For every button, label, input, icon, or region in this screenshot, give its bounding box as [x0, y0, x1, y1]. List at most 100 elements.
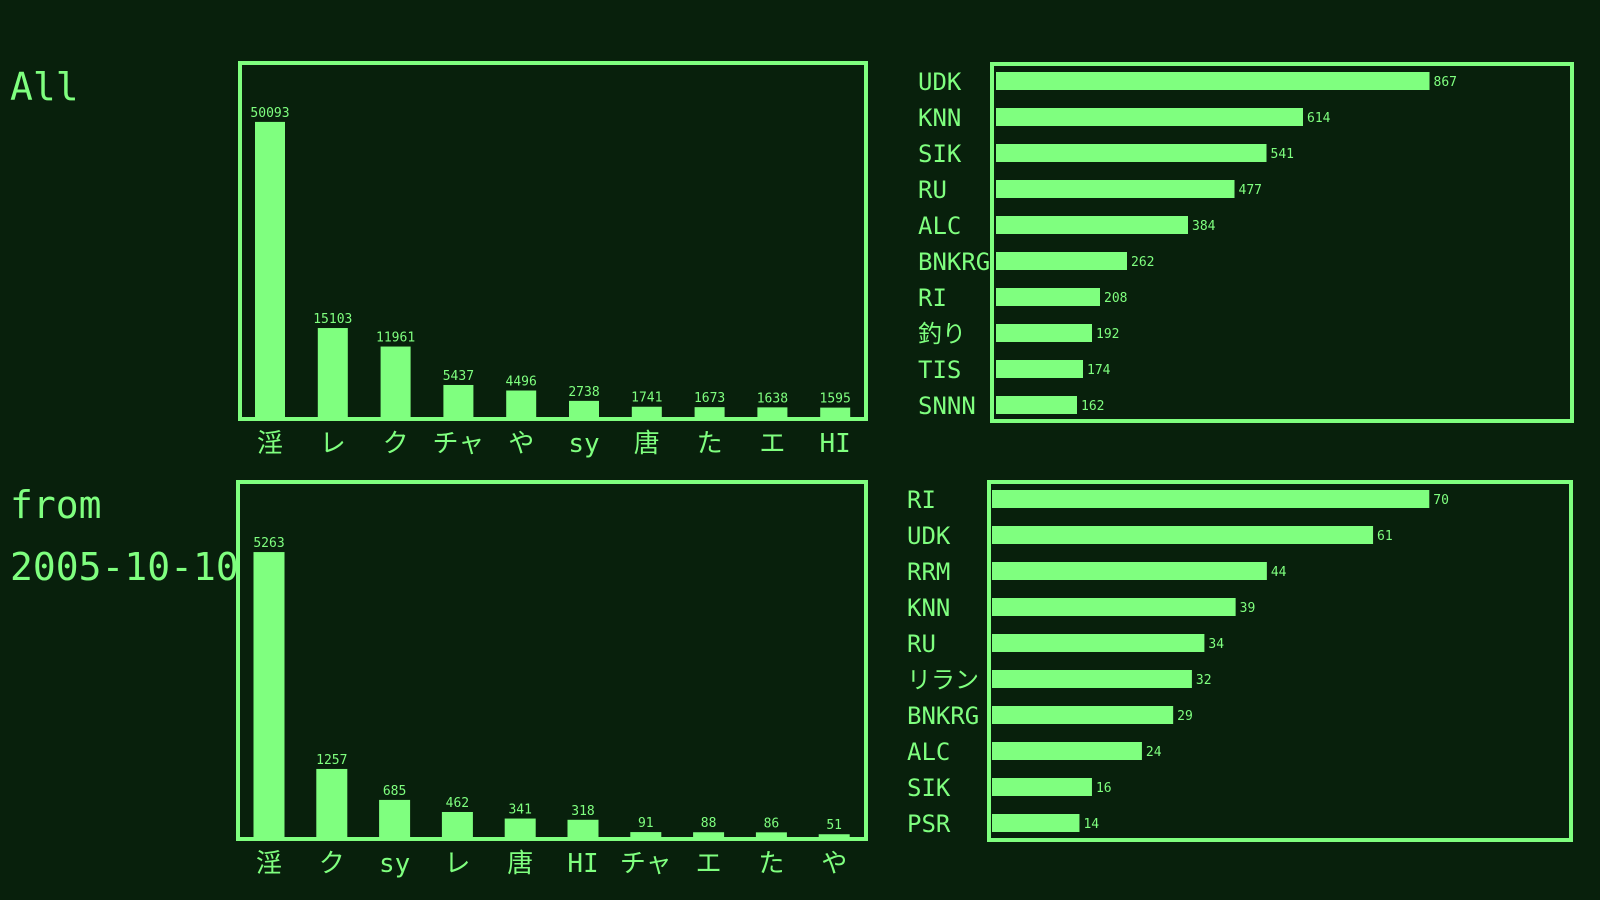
category-tick-label: UDK [918, 68, 962, 96]
category-tick-label: RRM [907, 558, 950, 586]
bar-value-label: 51 [826, 818, 842, 833]
bar-value-label: 318 [571, 804, 594, 819]
category-tick-label: KNN [918, 104, 961, 132]
bar [569, 400, 599, 417]
bar-value-label: 5263 [253, 536, 284, 551]
chart-4: 70 RI 61 UDK 44 RRM 39 KNN 34 RU 32 リラン 29 BNKRG 24 ALC… [907, 480, 1573, 842]
category-tick-label: レ [444, 849, 470, 879]
bar [992, 634, 1205, 652]
bar [693, 832, 725, 837]
bar-value-label: 39 [1240, 601, 1256, 616]
category-tick-label: リラン [907, 666, 979, 694]
bar-value-label: 88 [701, 816, 717, 831]
bar-value-label: 44 [1271, 565, 1287, 580]
bar-value-label: 262 [1131, 255, 1154, 270]
bar [992, 526, 1374, 544]
bar-value-label: 1595 [820, 392, 851, 407]
category-tick-label: RU [907, 630, 936, 658]
category-tick-label: HI [820, 429, 851, 459]
bar [996, 396, 1077, 414]
bar [317, 328, 348, 417]
category-tick-label: HI [567, 849, 598, 879]
bar-value-label: 14 [1083, 817, 1099, 832]
bar-value-label: 29 [1177, 709, 1193, 724]
bar [379, 799, 411, 837]
category-tick-label: た [697, 429, 723, 459]
category-tick-label: 唐 [634, 429, 660, 459]
bar-value-label: 86 [764, 816, 780, 831]
bar [992, 778, 1092, 796]
bar [820, 407, 851, 417]
bar [996, 72, 1430, 90]
category-tick-label: BNKRG [907, 702, 979, 730]
bar [996, 360, 1083, 378]
category-tick-label: KNN [907, 594, 950, 622]
category-tick-label: ク [383, 429, 409, 459]
bar [253, 552, 285, 837]
category-tick-label: RI [918, 284, 947, 312]
bar-value-label: 50093 [250, 106, 289, 121]
chart-frame [990, 62, 1574, 423]
bar-value-label: 192 [1096, 327, 1119, 342]
category-tick-label: た [758, 849, 784, 879]
category-tick-label: エ [696, 849, 722, 879]
bar-value-label: 341 [508, 803, 531, 818]
bar [992, 742, 1142, 760]
section-label-all: All [10, 65, 79, 109]
bar-value-label: 685 [383, 784, 406, 799]
category-tick-label: 釣り [918, 320, 966, 348]
category-tick-label: や [508, 429, 534, 459]
bar-value-label: 541 [1271, 147, 1294, 162]
bar-value-label: 162 [1081, 399, 1104, 414]
bar [818, 834, 850, 837]
bar-value-label: 91 [638, 816, 654, 831]
bar [631, 406, 662, 417]
category-tick-label: TIS [918, 356, 961, 384]
bar-value-label: 11961 [376, 331, 415, 346]
bar [992, 670, 1192, 688]
bar-value-label: 462 [446, 796, 469, 811]
bar [992, 598, 1236, 616]
bar [506, 390, 537, 417]
category-tick-label: RI [907, 486, 936, 514]
chart-1: 50093 淫 15103 レ 11961 ク 5437 チャ 4496 や 2738 sy 1741 唐… [238, 61, 868, 459]
bar-value-label: 1638 [757, 391, 788, 406]
bar-value-label: 1673 [694, 391, 725, 406]
bar [992, 814, 1080, 832]
bar [996, 252, 1127, 270]
bar [996, 108, 1303, 126]
chart-frame [238, 61, 868, 421]
category-tick-label: SIK [907, 774, 951, 802]
section-label-from: from 2005-10-10 [10, 483, 239, 589]
chart-frame [987, 480, 1573, 842]
bar [996, 216, 1188, 234]
chart-frame [236, 480, 868, 841]
bar [992, 490, 1430, 508]
bar-value-label: 32 [1196, 673, 1212, 688]
bar [996, 324, 1092, 342]
bar-value-label: 867 [1434, 75, 1457, 90]
category-tick-label: UDK [907, 522, 951, 550]
bar [694, 407, 725, 417]
chart-2: 867 UDK 614 KNN 541 SIK 477 RU 384 ALC 262 BNKRG 208… [918, 62, 1574, 423]
bar-value-label: 70 [1433, 493, 1449, 508]
bar-value-label: 61 [1377, 529, 1393, 544]
category-tick-label: sy [568, 429, 599, 459]
bar [441, 811, 473, 837]
bar [755, 832, 787, 837]
bar-value-label: 208 [1104, 291, 1127, 306]
bar-value-label: 34 [1208, 637, 1224, 652]
bar [316, 768, 348, 837]
category-tick-label: 淫 [256, 849, 282, 879]
bar-value-label: 614 [1307, 111, 1331, 126]
category-tick-label: や [821, 849, 847, 879]
bar [996, 288, 1100, 306]
bar-value-label: 1741 [631, 391, 662, 406]
category-tick-label: 淫 [257, 429, 283, 459]
bar-value-label: 174 [1087, 363, 1111, 378]
category-tick-label: SNNN [918, 392, 976, 420]
bar [996, 144, 1267, 162]
category-tick-label: チャ [620, 849, 672, 879]
bar-value-label: 24 [1146, 745, 1162, 760]
